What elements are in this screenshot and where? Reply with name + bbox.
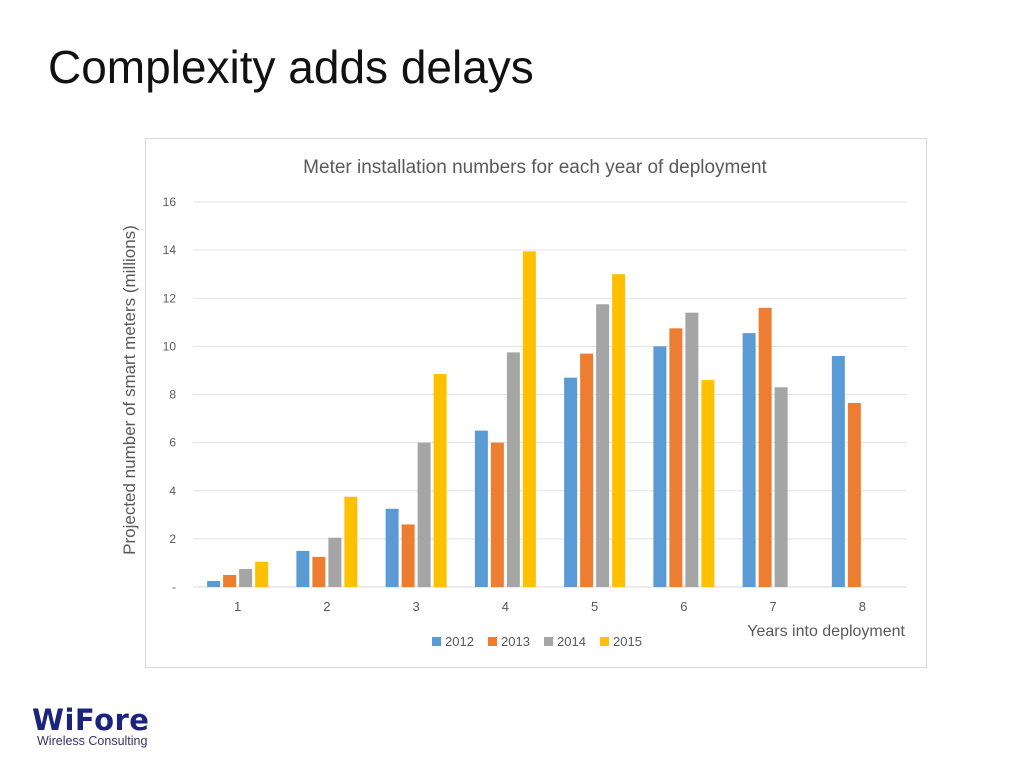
bar-2012-year-7 <box>742 333 756 587</box>
bar-2012-year-8 <box>831 356 845 587</box>
bar-2014-year-7 <box>774 387 788 587</box>
x-tick-label: 1 <box>234 599 241 614</box>
bar-2013-year-4 <box>490 442 504 587</box>
bar-2013-year-6 <box>669 328 683 587</box>
bar-2015-year-3 <box>433 374 447 587</box>
y-tick-label: 10 <box>163 339 177 353</box>
bar-2012-year-2 <box>296 550 310 587</box>
y-tick-label: 2 <box>169 532 176 546</box>
y-tick-label: 12 <box>163 291 177 305</box>
chart-title: Meter installation numbers for each year… <box>303 157 767 178</box>
legend-label-2014: 2014 <box>557 634 586 649</box>
bar-2015-year-1 <box>255 561 269 587</box>
legend-swatch-2013 <box>488 637 497 646</box>
x-tick-label: 3 <box>413 599 420 614</box>
legend-swatch-2012 <box>432 637 441 646</box>
wifore-logo: WiFore Wireless Consulting <box>32 705 149 747</box>
bar-2013-year-7 <box>758 307 772 587</box>
y-tick-label: 14 <box>163 243 177 257</box>
legend-swatch-2014 <box>544 637 553 646</box>
chart-area <box>145 138 927 668</box>
bar-2012-year-4 <box>474 430 488 587</box>
bar-2012-year-3 <box>385 508 399 587</box>
bar-2015-year-6 <box>701 380 715 587</box>
legend-label-2012: 2012 <box>445 634 474 649</box>
bar-2014-year-5 <box>596 304 610 587</box>
bar-2015-year-2 <box>344 496 358 587</box>
slide-title: Complexity adds delays <box>48 41 534 93</box>
y-tick-label: 4 <box>169 484 176 498</box>
bar-2014-year-4 <box>506 352 520 587</box>
bar-2014-year-3 <box>417 442 431 587</box>
x-tick-label: 7 <box>770 599 777 614</box>
bar-2015-year-4 <box>522 251 536 587</box>
bar-2014-year-1 <box>239 568 253 587</box>
x-tick-label: 2 <box>323 599 330 614</box>
bar-2012-year-5 <box>564 377 578 587</box>
x-tick-label: 5 <box>591 599 598 614</box>
bar-2014-year-2 <box>328 537 342 587</box>
bar-2012-year-1 <box>207 580 221 587</box>
logo-tagline: Wireless Consulting <box>37 734 148 748</box>
logo-wordmark: WiFore <box>32 703 150 737</box>
bar-2015-year-5 <box>612 274 626 587</box>
x-tick-label: 6 <box>680 599 687 614</box>
bar-2013-year-1 <box>223 574 237 587</box>
bar-2013-year-8 <box>847 402 861 587</box>
x-tick-label: 8 <box>859 599 866 614</box>
legend-swatch-2015 <box>600 637 609 646</box>
legend-label-2013: 2013 <box>501 634 530 649</box>
x-tick-label: 4 <box>502 599 509 614</box>
bar-2014-year-6 <box>685 312 699 587</box>
y-tick-label: 16 <box>163 195 177 209</box>
legend-label-2015: 2015 <box>613 634 642 649</box>
y-tick-label: - <box>172 580 176 594</box>
bar-2013-year-2 <box>312 556 326 587</box>
x-axis-label: Years into deployment <box>747 623 905 640</box>
bar-2013-year-3 <box>401 524 415 587</box>
bar-2012-year-6 <box>653 346 667 587</box>
bar-2013-year-5 <box>580 353 594 587</box>
y-tick-label: 6 <box>169 436 176 450</box>
y-tick-label: 8 <box>169 388 176 402</box>
